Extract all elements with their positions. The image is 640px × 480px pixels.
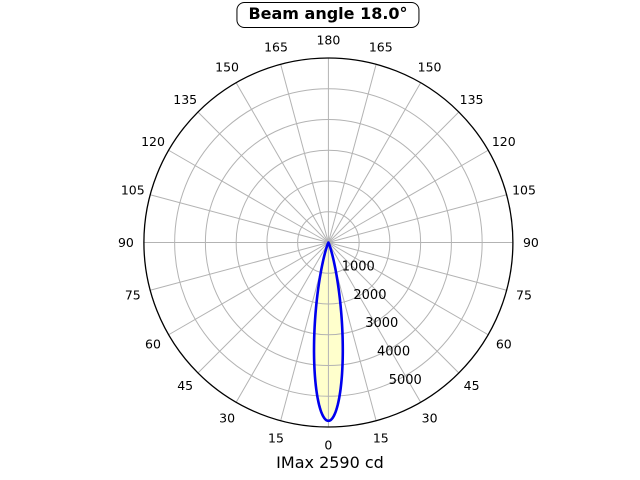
radius-tick-label: 2000 [353, 288, 386, 303]
radius-tick-label: 3000 [365, 316, 398, 331]
angle-tick-label: 150 [418, 60, 442, 75]
polar-grid-spoke [328, 242, 489, 336]
radius-tick-label: 5000 [389, 373, 422, 388]
angle-tick-label: 180 [316, 33, 340, 48]
angle-tick-label: 60 [496, 336, 512, 351]
polar-grid-spoke [168, 149, 329, 243]
polar-grid-spoke [327, 64, 377, 243]
polar-grid-spoke [328, 111, 460, 243]
angle-tick-label: 0 [324, 438, 332, 453]
angle-tick-label: 75 [125, 287, 141, 302]
angle-tick-label: 15 [373, 431, 389, 446]
polar-grid-spoke [327, 82, 422, 243]
angle-tick-label: 165 [369, 39, 393, 54]
polar-grid-spoke [328, 149, 489, 243]
angle-tick-label: 60 [145, 336, 161, 351]
angle-tick-label: 90 [118, 235, 134, 250]
polar-grid-spoke [197, 242, 329, 374]
angle-tick-label: 105 [512, 183, 536, 198]
angle-tick-label: 120 [492, 134, 516, 149]
polar-grid-spoke [280, 64, 329, 243]
angle-tick-label: 105 [121, 183, 145, 198]
angle-tick-label: 30 [422, 410, 438, 425]
polar-grid-spoke [235, 242, 329, 403]
polar-grid-spoke [327, 242, 422, 403]
angle-tick-label: 165 [264, 39, 288, 54]
angle-tick-label: 120 [141, 134, 165, 149]
beam-curve [312, 241, 345, 423]
angle-tick-label: 15 [268, 431, 284, 446]
polar-grid-spoke [150, 242, 329, 291]
polar-grid-spoke [168, 242, 329, 336]
angle-tick-label: 135 [173, 92, 197, 107]
angle-tick-label: 90 [523, 235, 539, 250]
angle-tick-label: 30 [219, 410, 235, 425]
imax-label: IMax 2590 cd [276, 453, 384, 472]
angle-tick-label: 135 [460, 92, 484, 107]
angle-tick-label: 150 [215, 60, 239, 75]
radius-tick-label: 1000 [342, 259, 375, 274]
angle-tick-label: 45 [177, 378, 193, 393]
polar-grid-spoke [197, 111, 329, 243]
radius-tick-label: 4000 [377, 345, 410, 360]
angle-tick-label: 45 [464, 378, 480, 393]
polar-grid-spoke [328, 242, 507, 291]
chart-title: Beam angle 18.0° [248, 4, 408, 23]
polar-outline [143, 57, 514, 428]
angle-tick-label: 75 [516, 287, 532, 302]
polar-grid-spoke [328, 194, 507, 243]
polar-grid-spoke [150, 194, 329, 243]
title-box: Beam angle 18.0° [236, 2, 420, 28]
polar-grid-spoke [328, 242, 460, 374]
polar-grid-spoke [235, 82, 329, 243]
